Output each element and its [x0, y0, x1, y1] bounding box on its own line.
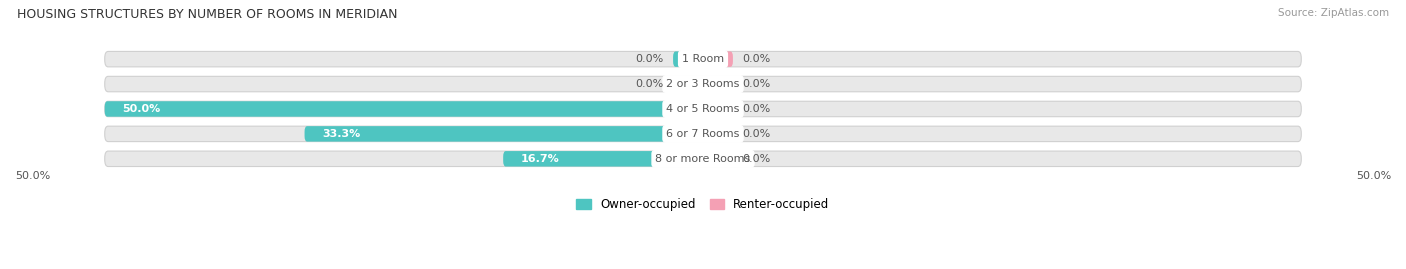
FancyBboxPatch shape — [703, 51, 733, 67]
Text: 0.0%: 0.0% — [636, 79, 664, 89]
Text: HOUSING STRUCTURES BY NUMBER OF ROOMS IN MERIDIAN: HOUSING STRUCTURES BY NUMBER OF ROOMS IN… — [17, 8, 398, 21]
FancyBboxPatch shape — [703, 151, 733, 167]
FancyBboxPatch shape — [673, 76, 703, 92]
Text: 0.0%: 0.0% — [742, 79, 770, 89]
Text: 0.0%: 0.0% — [636, 54, 664, 64]
Legend: Owner-occupied, Renter-occupied: Owner-occupied, Renter-occupied — [572, 193, 834, 216]
Text: 6 or 7 Rooms: 6 or 7 Rooms — [666, 129, 740, 139]
Text: 0.0%: 0.0% — [742, 104, 770, 114]
Text: 1 Room: 1 Room — [682, 54, 724, 64]
Text: 50.0%: 50.0% — [15, 171, 51, 181]
Text: 8 or more Rooms: 8 or more Rooms — [655, 154, 751, 164]
FancyBboxPatch shape — [703, 126, 733, 141]
FancyBboxPatch shape — [703, 101, 733, 117]
FancyBboxPatch shape — [104, 151, 1302, 167]
FancyBboxPatch shape — [104, 126, 1302, 141]
Text: 4 or 5 Rooms: 4 or 5 Rooms — [666, 104, 740, 114]
Text: 50.0%: 50.0% — [1355, 171, 1391, 181]
FancyBboxPatch shape — [673, 51, 703, 67]
Text: 0.0%: 0.0% — [742, 54, 770, 64]
Text: 0.0%: 0.0% — [742, 154, 770, 164]
Text: 0.0%: 0.0% — [742, 129, 770, 139]
FancyBboxPatch shape — [104, 101, 703, 117]
FancyBboxPatch shape — [104, 101, 1302, 117]
Text: 50.0%: 50.0% — [122, 104, 160, 114]
FancyBboxPatch shape — [104, 76, 1302, 92]
FancyBboxPatch shape — [503, 151, 703, 167]
Text: 16.7%: 16.7% — [522, 154, 560, 164]
FancyBboxPatch shape — [305, 126, 703, 141]
FancyBboxPatch shape — [104, 51, 1302, 67]
Text: 33.3%: 33.3% — [322, 129, 361, 139]
Text: Source: ZipAtlas.com: Source: ZipAtlas.com — [1278, 8, 1389, 18]
Text: 2 or 3 Rooms: 2 or 3 Rooms — [666, 79, 740, 89]
FancyBboxPatch shape — [703, 76, 733, 92]
